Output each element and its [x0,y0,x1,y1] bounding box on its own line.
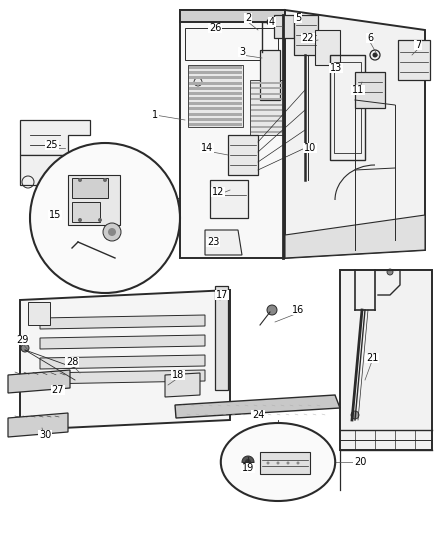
Polygon shape [68,175,120,225]
Text: 26: 26 [209,23,221,33]
Polygon shape [355,72,385,108]
Polygon shape [215,286,228,390]
Polygon shape [8,413,68,437]
Polygon shape [20,155,68,185]
Circle shape [30,143,180,293]
Polygon shape [205,230,242,255]
Polygon shape [72,202,100,222]
Polygon shape [40,355,205,369]
Text: 7: 7 [415,40,421,50]
Text: 18: 18 [172,370,184,380]
Polygon shape [340,270,432,450]
Circle shape [21,344,29,352]
Text: 15: 15 [49,210,61,220]
Polygon shape [260,452,310,474]
Text: 3: 3 [239,47,245,57]
Circle shape [276,462,279,464]
Text: 14: 14 [201,143,213,153]
Polygon shape [285,215,425,258]
Circle shape [267,305,277,315]
Circle shape [297,462,300,464]
Text: 2: 2 [245,13,251,23]
Polygon shape [165,373,200,397]
Polygon shape [260,50,280,100]
Polygon shape [398,40,430,80]
Circle shape [286,462,290,464]
Polygon shape [180,10,285,22]
Polygon shape [285,10,425,258]
Text: 16: 16 [292,305,304,315]
Polygon shape [274,15,294,38]
Text: 24: 24 [252,410,264,420]
Bar [250,80,283,135]
Circle shape [372,52,378,58]
Polygon shape [72,178,108,198]
Text: 28: 28 [66,357,78,367]
Polygon shape [20,120,90,155]
Circle shape [78,218,82,222]
Bar [188,65,243,127]
Circle shape [245,459,251,465]
Polygon shape [180,10,285,258]
Polygon shape [175,395,340,418]
Text: 5: 5 [295,13,301,23]
Circle shape [103,223,121,241]
Text: 13: 13 [330,63,342,73]
Text: 21: 21 [366,353,378,363]
Polygon shape [40,315,205,329]
Circle shape [351,411,359,419]
Text: 19: 19 [242,463,254,473]
Circle shape [242,456,254,468]
Ellipse shape [221,423,335,501]
Text: 1: 1 [152,110,158,120]
Text: 30: 30 [39,430,51,440]
Polygon shape [315,30,340,65]
Text: 27: 27 [52,385,64,395]
Circle shape [108,228,116,236]
Circle shape [266,462,269,464]
Text: 10: 10 [304,143,316,153]
Circle shape [78,178,82,182]
Text: 20: 20 [354,457,366,467]
Text: 23: 23 [207,237,219,247]
Polygon shape [294,15,318,55]
Polygon shape [228,135,258,175]
Polygon shape [40,335,205,349]
Polygon shape [28,302,50,325]
Text: 6: 6 [367,33,373,43]
Polygon shape [210,180,248,218]
Text: 11: 11 [352,85,364,95]
Polygon shape [40,370,205,384]
Text: 12: 12 [212,187,224,197]
Text: 4: 4 [269,17,275,27]
Text: 25: 25 [46,140,58,150]
Circle shape [387,269,393,275]
Text: 17: 17 [216,290,228,300]
Polygon shape [8,370,70,393]
Circle shape [98,218,102,222]
Text: 22: 22 [302,33,314,43]
Text: 29: 29 [16,335,28,345]
Circle shape [103,178,107,182]
Polygon shape [20,290,230,430]
